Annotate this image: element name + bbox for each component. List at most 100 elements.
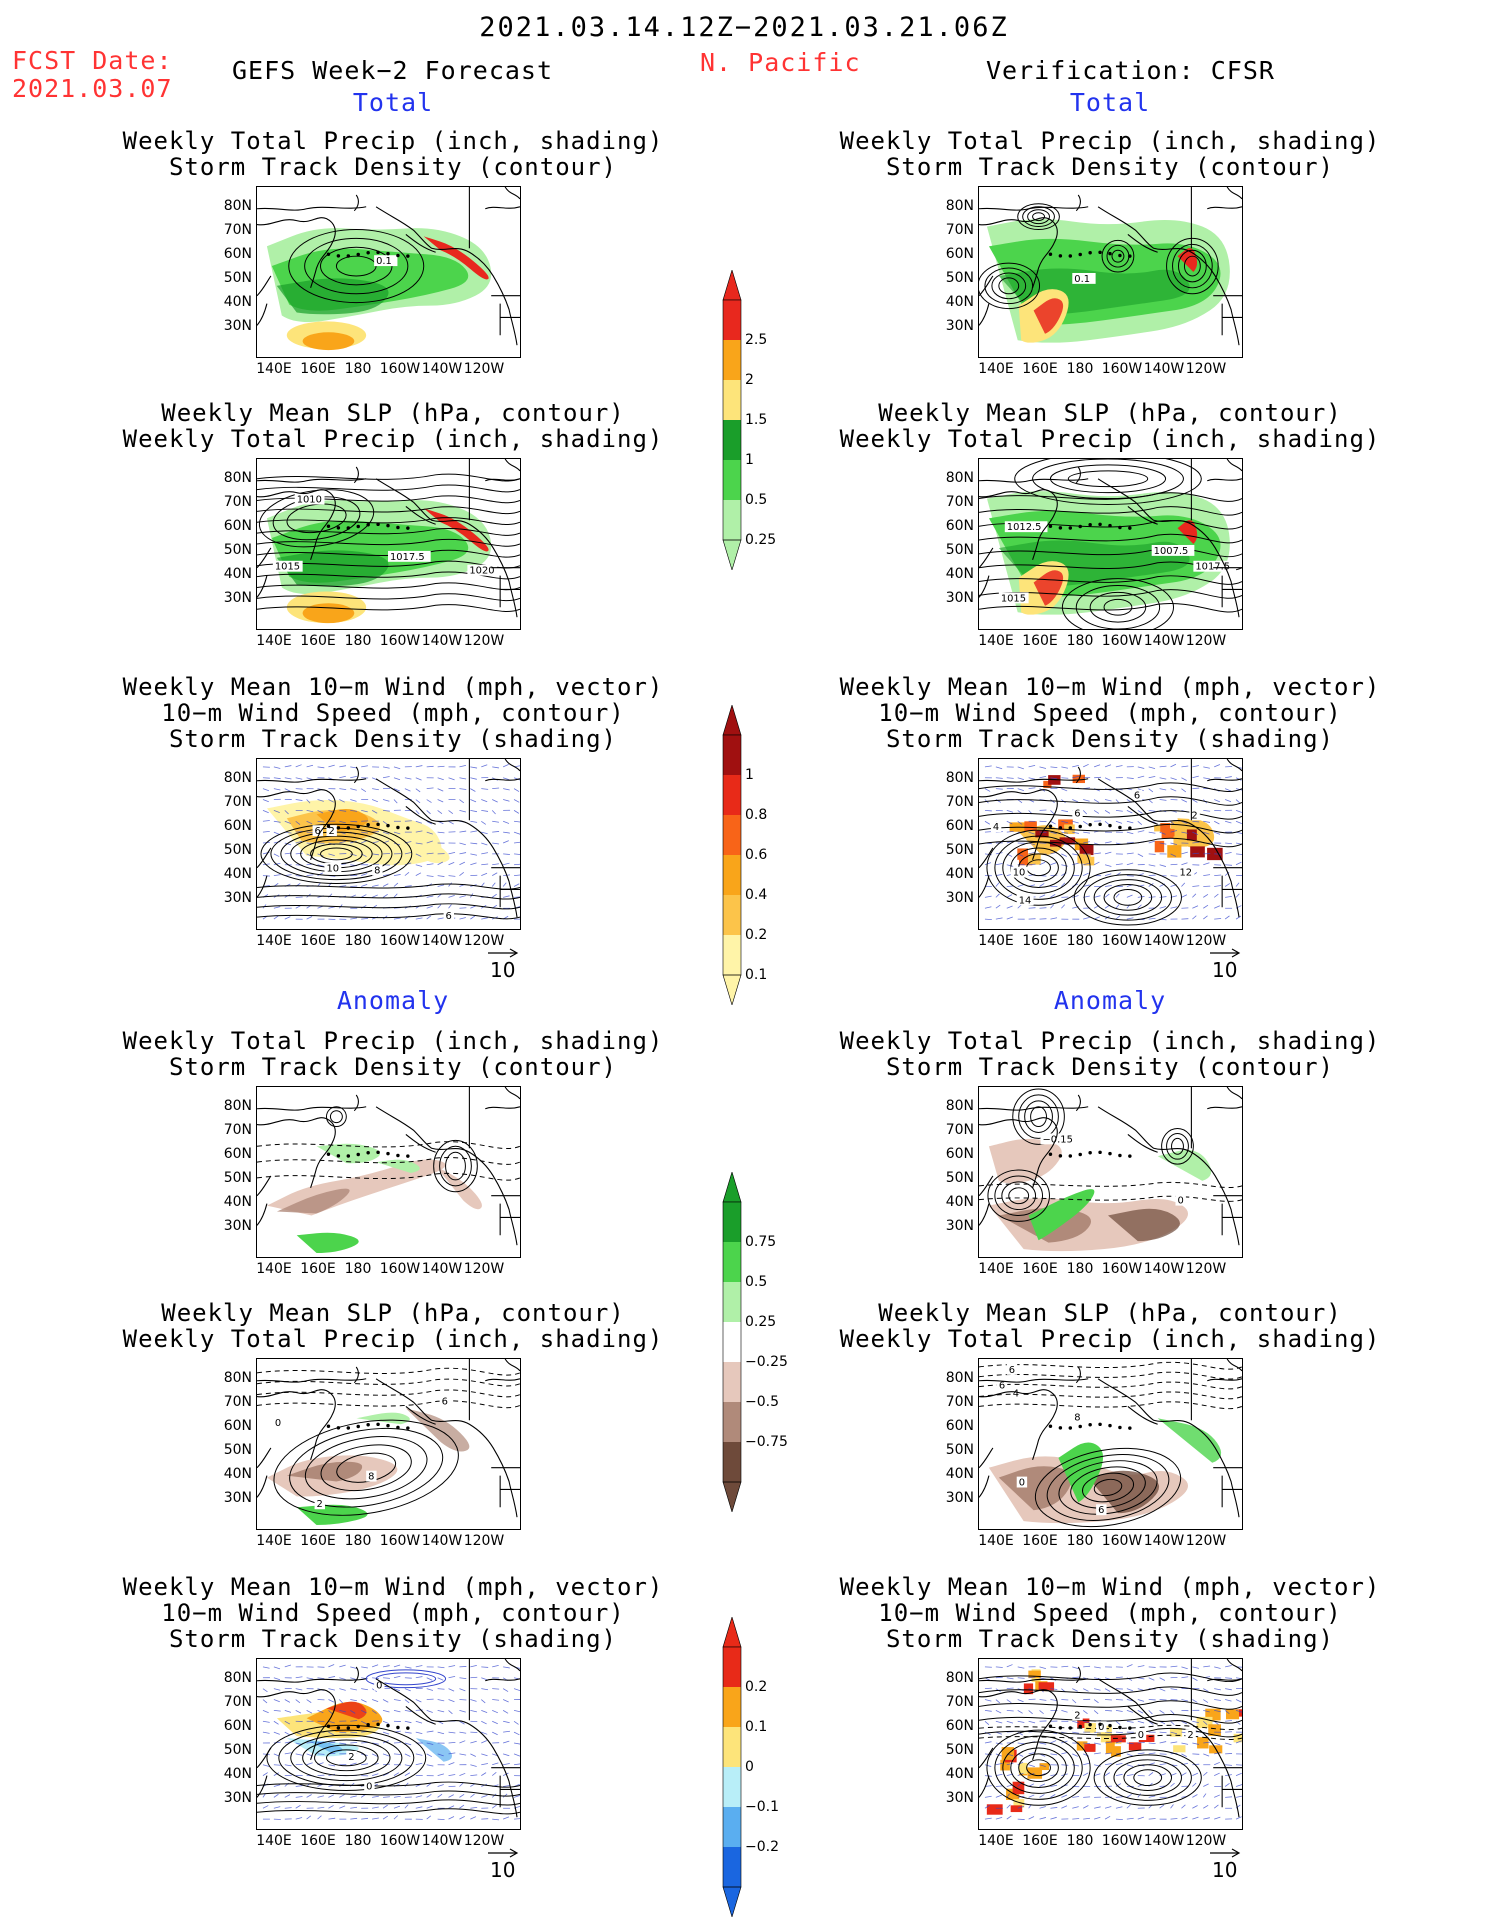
lat-tick-label: 80N bbox=[945, 1370, 974, 1386]
lon-tick-label: 160W bbox=[379, 1261, 421, 1277]
colorbar-label: −0.2 bbox=[745, 1839, 779, 1855]
panel-title-line: 10−m Wind Speed (mph, contour) bbox=[878, 699, 1342, 727]
colorbar-label: 0.5 bbox=[745, 492, 768, 508]
lat-tick-label: 40N bbox=[945, 1194, 974, 1210]
lon-tick-label: 140E bbox=[978, 633, 1014, 649]
contour-label: 0 bbox=[1096, 1721, 1107, 1733]
panel-title: Weekly Mean SLP (hPa, contour) Weekly Tot… bbox=[840, 1300, 1381, 1352]
lat-tick-label: 70N bbox=[223, 1394, 252, 1410]
colorbar-graphic bbox=[722, 703, 742, 1007]
lat-tick-label: 60N bbox=[945, 818, 974, 834]
lat-tick-label: 40N bbox=[223, 566, 252, 582]
panel-title: Weekly Mean SLP (hPa, contour) Weekly Tot… bbox=[123, 1300, 664, 1352]
panel-title-line: 10−m Wind Speed (mph, contour) bbox=[161, 1599, 625, 1627]
lat-tick-label: 80N bbox=[945, 770, 974, 786]
lat-tick-label: 60N bbox=[223, 1418, 252, 1434]
lat-tick-label: 50N bbox=[945, 842, 974, 858]
contour-label: 6 bbox=[1096, 1504, 1107, 1516]
lon-tick-label: 160E bbox=[300, 633, 336, 649]
lat-tick-label: 80N bbox=[223, 770, 252, 786]
lat-tick-label: 80N bbox=[945, 1098, 974, 1114]
lon-tick-label: 180 bbox=[344, 633, 372, 649]
colorbar bbox=[722, 1615, 742, 1921]
contour-label: 8 bbox=[372, 864, 383, 877]
lat-tick-label: 60N bbox=[223, 1146, 252, 1162]
contour-label: 2 bbox=[326, 825, 337, 837]
colorbar-label: 0.8 bbox=[745, 807, 768, 823]
panel-title-line: Storm Track Density (shading) bbox=[168, 725, 618, 753]
contour-label: 0 bbox=[374, 1679, 385, 1692]
contour-label: 0 bbox=[364, 1780, 375, 1792]
lat-tick-label: 70N bbox=[945, 794, 974, 810]
svg-text:1015: 1015 bbox=[275, 562, 300, 573]
lat-tick-label: 80N bbox=[945, 1670, 974, 1686]
colorbar-label: 1 bbox=[745, 452, 754, 468]
lat-tick-label: 40N bbox=[945, 866, 974, 882]
contour-label: 1020 bbox=[467, 564, 498, 577]
lon-tick-label: 140W bbox=[421, 361, 463, 377]
contour-label: 1012.5 bbox=[1004, 521, 1048, 533]
svg-text:0: 0 bbox=[376, 1681, 382, 1692]
arrow-right-icon bbox=[488, 1848, 519, 1858]
lat-tick-label: 50N bbox=[223, 270, 252, 286]
panel-title-line: Storm Track Density (shading) bbox=[885, 725, 1335, 753]
map-plot: 1012.5 1007.5 1017.5 1015 bbox=[979, 459, 1242, 629]
lon-tick-label: 120W bbox=[1185, 1533, 1227, 1549]
contour-label: 6 bbox=[1006, 1363, 1018, 1376]
lat-tick-label: 30N bbox=[945, 1218, 974, 1234]
panel-title-line: Storm Track Density (contour) bbox=[168, 153, 618, 181]
panel-title-line: Weekly Mean 10−m Wind (mph, vector) bbox=[839, 673, 1381, 701]
svg-text:0.1: 0.1 bbox=[1074, 274, 1090, 285]
left-column-title: GEFS Week−2 Forecast bbox=[232, 56, 554, 85]
panel-title-line: Weekly Total Precip (inch, shading) bbox=[122, 425, 664, 453]
lon-tick-label: 140W bbox=[1143, 361, 1185, 377]
svg-text:1017.5: 1017.5 bbox=[1195, 562, 1230, 573]
svg-text:0: 0 bbox=[275, 1418, 281, 1429]
svg-text:1007.5: 1007.5 bbox=[1154, 546, 1189, 557]
map-panel: 0 6 8 2 bbox=[256, 1358, 521, 1530]
svg-text:0: 0 bbox=[1138, 1730, 1144, 1741]
vector-reference: 10 bbox=[486, 1848, 520, 1882]
lat-tick-label: 70N bbox=[223, 1122, 252, 1138]
lat-tick-label: 50N bbox=[223, 1170, 252, 1186]
svg-text:2: 2 bbox=[1074, 1710, 1080, 1721]
colorbar-label: 0.2 bbox=[745, 1679, 768, 1695]
lon-tick-label: 140W bbox=[1143, 1533, 1185, 1549]
colorbar-label: 0.1 bbox=[745, 1719, 768, 1735]
panel-title: Weekly Mean 10−m Wind (mph, vector) 10−m … bbox=[123, 674, 664, 752]
svg-text:8: 8 bbox=[1074, 1412, 1080, 1423]
contour-label: 6 bbox=[996, 1379, 1008, 1392]
lon-tick-label: 160W bbox=[379, 1833, 421, 1849]
lat-tick-label: 40N bbox=[223, 866, 252, 882]
panel-title-line: Weekly Total Precip (inch, shading) bbox=[839, 127, 1381, 155]
lon-tick-label: 120W bbox=[463, 933, 505, 949]
lat-tick-label: 80N bbox=[223, 470, 252, 486]
panel-title-line: Weekly Mean 10−m Wind (mph, vector) bbox=[122, 1573, 664, 1601]
fcst-date-label: FCST Date: bbox=[12, 46, 173, 75]
colorbar-graphic bbox=[722, 1615, 742, 1919]
arrow-right-icon bbox=[1210, 948, 1241, 958]
lon-tick-label: 160W bbox=[379, 633, 421, 649]
lon-tick-label: 140W bbox=[421, 1833, 463, 1849]
map-plot: 6 6 2 4 10 12 14 bbox=[979, 759, 1242, 926]
lat-tick-label: 60N bbox=[945, 1718, 974, 1734]
vector-reference-label: 10 bbox=[1212, 1858, 1238, 1882]
contour-label: 0 bbox=[1175, 1194, 1186, 1207]
lon-tick-label: 180 bbox=[344, 361, 372, 377]
svg-text:6: 6 bbox=[1134, 791, 1140, 802]
lat-tick-label: 60N bbox=[945, 1146, 974, 1162]
lat-tick-label: 60N bbox=[945, 246, 974, 262]
panel-title-line: Storm Track Density (contour) bbox=[168, 1053, 618, 1081]
fcst-date-value: 2021.03.07 bbox=[12, 74, 173, 103]
map-plot: 200 2 bbox=[979, 1659, 1242, 1821]
contour-label: 1015 bbox=[998, 592, 1029, 604]
lon-tick-label: 120W bbox=[463, 1833, 505, 1849]
lon-tick-label: 180 bbox=[344, 1533, 372, 1549]
panel-title-line: 10−m Wind Speed (mph, contour) bbox=[878, 1599, 1342, 1627]
colorbar-label: 2.5 bbox=[745, 332, 768, 348]
svg-text:0: 0 bbox=[1177, 1196, 1183, 1207]
vector-reference: 10 bbox=[1208, 948, 1242, 982]
contour-label: 10 bbox=[1010, 866, 1028, 879]
lon-tick-label: 160E bbox=[300, 1261, 336, 1277]
